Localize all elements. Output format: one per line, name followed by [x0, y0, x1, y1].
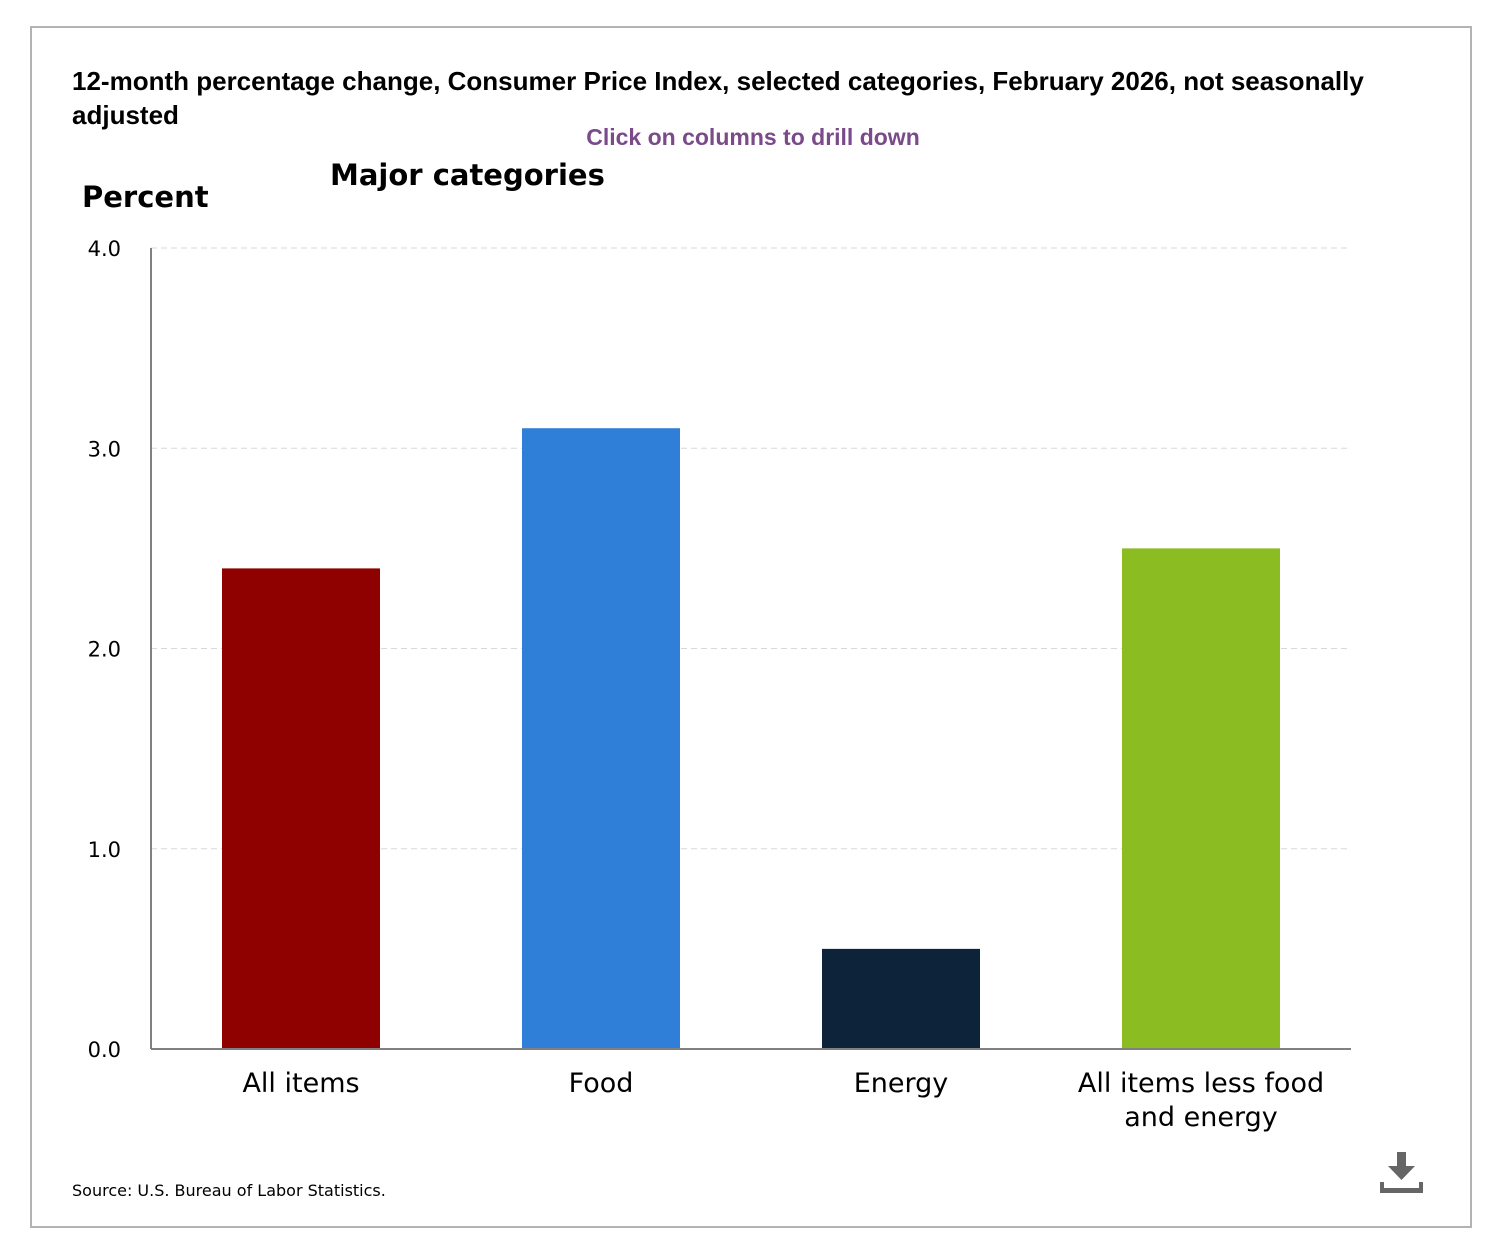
chart-title: 12-month percentage change, Consumer Pri…: [72, 66, 1364, 130]
x-tick-label: Energy: [854, 1068, 949, 1099]
y-tick-label: 2.0: [88, 638, 121, 662]
bar-energy[interactable]: [822, 948, 980, 1049]
x-tick-label: All items less food: [1078, 1068, 1324, 1099]
y-tick-label: 4.0: [88, 237, 121, 261]
x-tick-label: Food: [569, 1068, 634, 1099]
drill-down-hint: Click on columns to drill down: [586, 124, 920, 150]
bar-food[interactable]: [522, 428, 680, 1050]
bar-all-items[interactable]: [222, 568, 380, 1049]
y-tick-label: 1.0: [88, 838, 121, 862]
download-button[interactable]: [1376, 1148, 1426, 1198]
chart-subtitle: Major categories: [330, 158, 605, 192]
x-tick-label: and energy: [1124, 1102, 1277, 1133]
x-tick-label: All items: [242, 1068, 359, 1099]
download-icon: [1380, 1152, 1423, 1193]
y-tick-label: 0.0: [88, 1038, 121, 1062]
source-note: Source: U.S. Bureau of Labor Statistics.: [72, 1181, 386, 1200]
bar-all-items-less-food-and-energy[interactable]: [1122, 548, 1280, 1049]
y-tick-label: 3.0: [88, 437, 121, 461]
y-axis-label: Percent: [82, 180, 209, 214]
